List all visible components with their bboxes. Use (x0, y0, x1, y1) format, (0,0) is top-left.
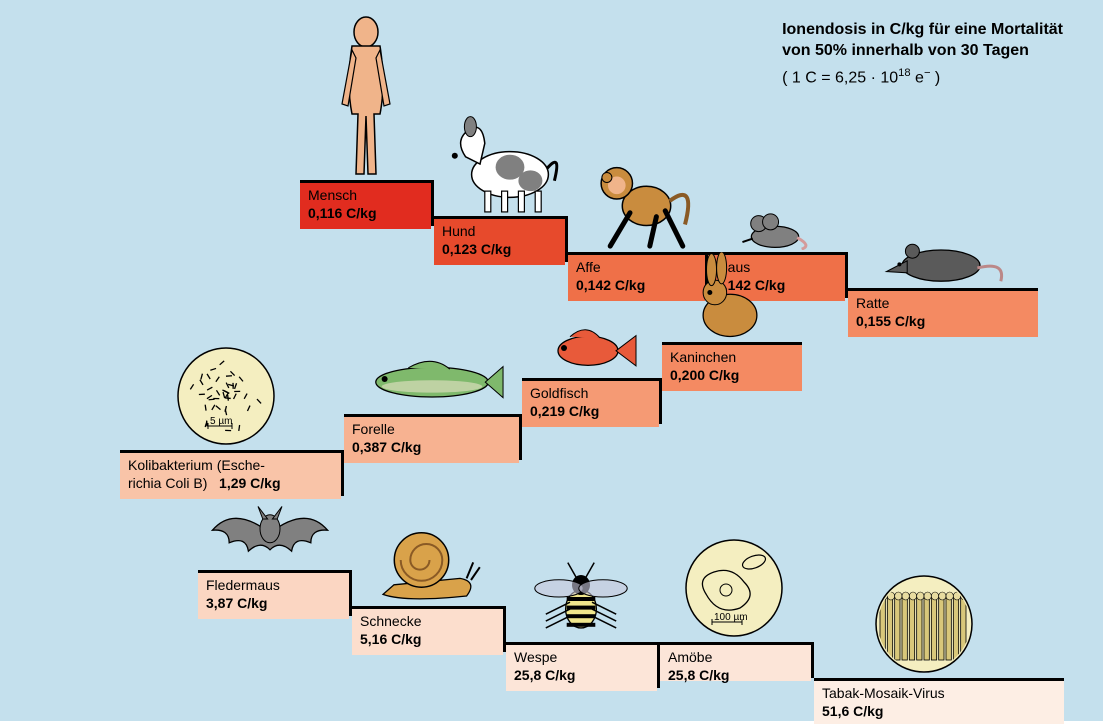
kolibakterium-icon: 5 µm (176, 346, 276, 446)
value-ratte: 0,155 C/kg (856, 313, 925, 331)
label-forelle: Forelle0,387 C/kg (352, 421, 421, 456)
value-schnecke: 5,16 C/kg (360, 631, 421, 649)
illus-hund (444, 110, 564, 219)
illus-forelle (358, 348, 506, 415)
label-kaninchen: Kaninchen0,200 C/kg (670, 349, 739, 384)
name-schnecke: Schnecke (360, 613, 421, 631)
name-forelle: Forelle (352, 421, 421, 439)
name-affe: Affe (576, 259, 645, 277)
illus-goldfisch (540, 320, 640, 381)
affe-icon (586, 152, 696, 250)
value-kaninchen: 0,200 C/kg (670, 367, 739, 385)
illus-schnecke (372, 524, 482, 609)
name-goldfisch: Goldfisch (530, 385, 599, 403)
value-tabak: 51,6 C/kg (822, 703, 945, 721)
step-goldfisch: Goldfisch0,219 C/kg (522, 378, 662, 424)
step-kolibakterium: Kolibakterium (Esche-richia Coli B) 1,29… (120, 450, 344, 496)
illus-wespe (526, 554, 636, 645)
kaninchen-icon (688, 252, 772, 340)
step-hund: Hund0,123 C/kg (434, 216, 568, 262)
illus-maus (738, 206, 812, 255)
label-affe: Affe0,142 C/kg (576, 259, 645, 294)
label-fledermaus: Fledermaus3,87 C/kg (206, 577, 280, 612)
step-affe: Affe0,142 C/kg (568, 252, 708, 298)
illus-ratte (876, 226, 1006, 291)
name-fledermaus: Fledermaus (206, 577, 280, 595)
illus-tabak (874, 574, 974, 679)
label-mensch: Mensch0,116 C/kg (308, 187, 377, 222)
label-ratte: Ratte0,155 C/kg (856, 295, 925, 330)
step-tabak: Tabak-Mosaik-Virus51,6 C/kg (814, 678, 1064, 721)
illus-amoebe: 100 µm (684, 538, 784, 643)
step-schnecke: Schnecke5,16 C/kg (352, 606, 506, 652)
value-amoebe: 25,8 C/kg (668, 667, 729, 685)
step-kaninchen: Kaninchen0,200 C/kg (662, 342, 802, 388)
illus-mensch (328, 14, 404, 183)
illus-kaninchen (688, 252, 772, 345)
header-line3: ( 1 C = 6,25 · 1018 e− ) (782, 66, 1063, 89)
fledermaus-icon (210, 498, 330, 568)
label-goldfisch: Goldfisch0,219 C/kg (530, 385, 599, 420)
value-wespe: 25,8 C/kg (514, 667, 575, 685)
forelle-icon (358, 348, 506, 410)
step-fledermaus: Fledermaus3,87 C/kg (198, 570, 352, 616)
step-ratte: Ratte0,155 C/kg (848, 288, 1038, 334)
name-hund: Hund (442, 223, 511, 241)
name-wespe: Wespe (514, 649, 575, 667)
label-wespe: Wespe25,8 C/kg (514, 649, 575, 684)
goldfisch-icon (540, 320, 640, 376)
value-mensch: 0,116 C/kg (308, 205, 377, 223)
name-ratte: Ratte (856, 295, 925, 313)
step-forelle: Forelle0,387 C/kg (344, 414, 522, 460)
label-tabak: Tabak-Mosaik-Virus51,6 C/kg (822, 685, 945, 720)
label-hund: Hund0,123 C/kg (442, 223, 511, 258)
svg-text:5 µm: 5 µm (210, 416, 232, 427)
name-tabak: Tabak-Mosaik-Virus (822, 685, 945, 703)
header-line1: Ionendosis in C/kg für eine Mortalität (782, 20, 1063, 41)
value-goldfisch: 0,219 C/kg (530, 403, 599, 421)
header-text: Ionendosis in C/kg für eine Mortalitätvo… (782, 20, 1063, 89)
label-amoebe: Amöbe25,8 C/kg (668, 649, 729, 684)
header-line2: von 50% innerhalb von 30 Tagen (782, 41, 1063, 62)
value-fledermaus: 3,87 C/kg (206, 595, 280, 613)
label-schnecke: Schnecke5,16 C/kg (360, 613, 421, 648)
value-hund: 0,123 C/kg (442, 241, 511, 259)
illus-fledermaus (210, 498, 330, 573)
name-kaninchen: Kaninchen (670, 349, 739, 367)
maus-icon (738, 206, 812, 250)
mensch-icon (328, 14, 404, 178)
step-wespe: Wespe25,8 C/kg (506, 642, 660, 688)
ratte-icon (876, 226, 1006, 286)
label-kolibakterium: Kolibakterium (Esche-richia Coli B) 1,29… (128, 457, 281, 492)
name-mensch: Mensch (308, 187, 377, 205)
svg-text:100 µm: 100 µm (714, 612, 748, 623)
illus-kolibakterium: 5 µm (176, 346, 276, 451)
illus-affe (586, 152, 696, 255)
step-amoebe: Amöbe25,8 C/kg (660, 642, 814, 678)
amoebe-icon: 100 µm (684, 538, 784, 638)
value-forelle: 0,387 C/kg (352, 439, 421, 457)
tabak-icon (874, 574, 974, 674)
schnecke-icon (372, 524, 482, 604)
step-mensch: Mensch0,116 C/kg (300, 180, 434, 226)
name-amoebe: Amöbe (668, 649, 729, 667)
wespe-icon (526, 554, 636, 640)
diagram-canvas: Ionendosis in C/kg für eine Mortalitätvo… (0, 0, 1103, 721)
value-affe: 0,142 C/kg (576, 277, 645, 295)
hund-icon (444, 110, 564, 214)
